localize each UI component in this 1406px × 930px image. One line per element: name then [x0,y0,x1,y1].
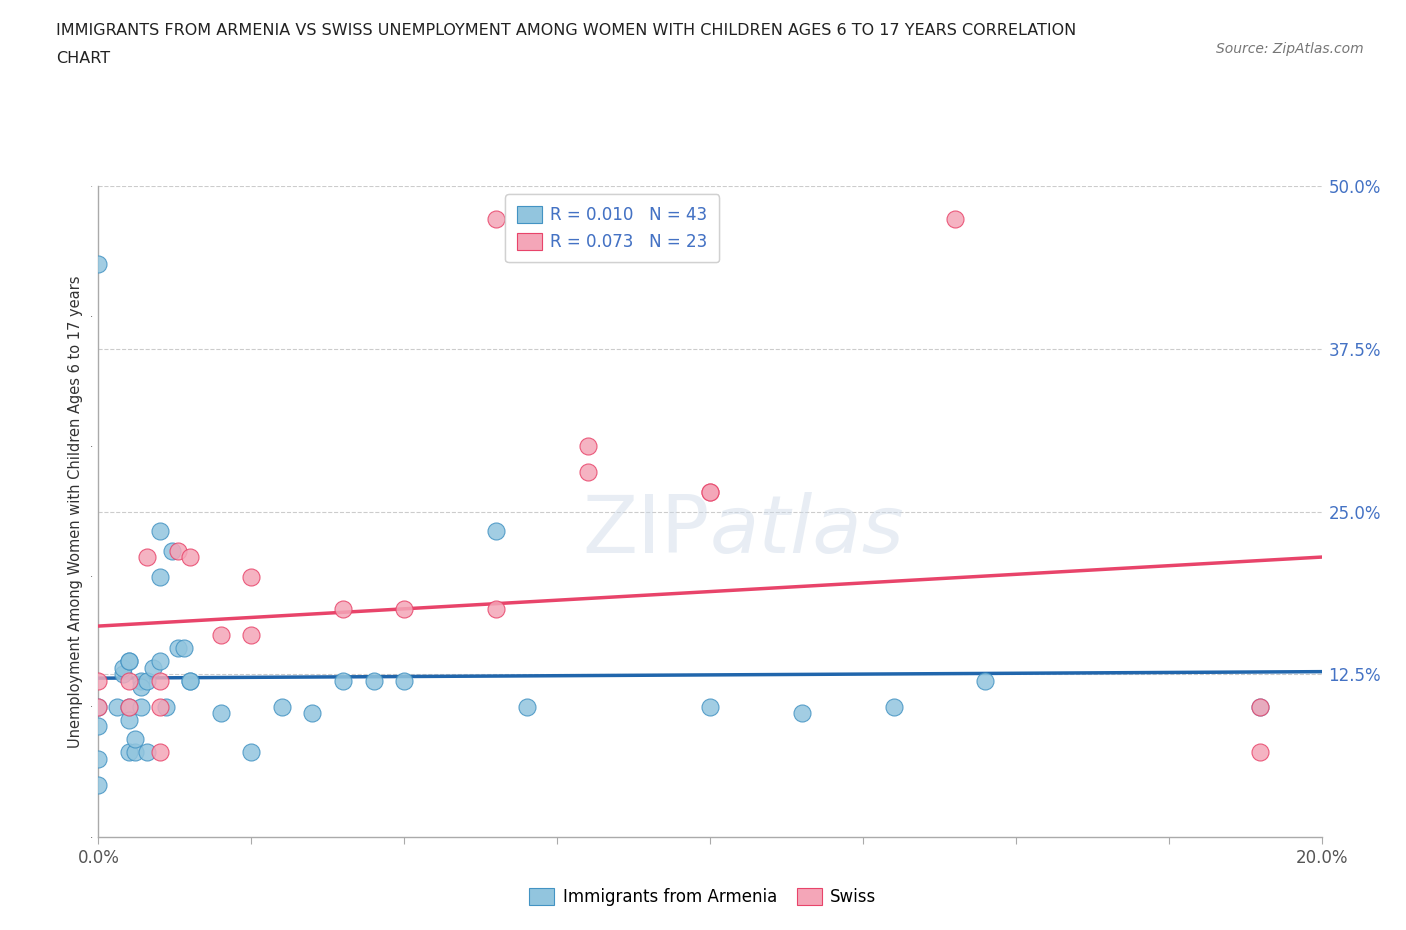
Point [240,628,263,643]
Point [167,641,190,656]
Text: Source: ZipAtlas.com: Source: ZipAtlas.com [1216,42,1364,56]
Point [136,745,159,760]
Point [179,550,201,565]
Text: ZIP: ZIP [582,492,710,570]
Legend: R = 0.010   N = 43, R = 0.073   N = 23: R = 0.010 N = 43, R = 0.073 N = 23 [505,194,718,262]
Point [301,706,323,721]
Point [1249,699,1271,714]
Point [363,673,385,688]
Point [118,654,141,669]
Point [974,673,997,688]
Point [392,673,416,688]
Point [87,673,110,688]
Text: CHART: CHART [56,51,110,66]
Point [699,485,721,499]
Point [118,712,141,727]
Point [883,699,905,714]
Legend: Immigrants from Armenia, Swiss: Immigrants from Armenia, Swiss [523,881,883,912]
Point [209,628,232,643]
Point [392,602,416,617]
Point [129,680,152,695]
Point [87,257,110,272]
Point [136,673,159,688]
Point [173,641,195,656]
Point [118,673,141,688]
Point [149,654,172,669]
Point [516,699,538,714]
Text: IMMIGRANTS FROM ARMENIA VS SWISS UNEMPLOYMENT AMONG WOMEN WITH CHILDREN AGES 6 T: IMMIGRANTS FROM ARMENIA VS SWISS UNEMPLO… [56,23,1077,38]
Point [118,654,141,669]
Point [105,699,128,714]
Point [485,524,508,538]
Point [149,699,172,714]
Point [485,602,508,617]
Point [111,660,134,675]
Point [142,660,165,675]
Y-axis label: Unemployment Among Women with Children Ages 6 to 17 years: Unemployment Among Women with Children A… [67,275,83,748]
Point [149,524,172,538]
Point [167,543,190,558]
Point [87,777,110,792]
Point [699,699,721,714]
Point [118,699,141,714]
Point [240,745,263,760]
Point [270,699,292,714]
Point [87,751,110,766]
Point [155,699,177,714]
Point [332,673,354,688]
Point [699,485,721,499]
Point [118,699,141,714]
Point [790,706,813,721]
Point [332,602,354,617]
Point [149,673,172,688]
Point [118,745,141,760]
Point [209,706,232,721]
Point [576,439,599,454]
Point [240,569,263,584]
Point [160,543,183,558]
Point [149,745,172,760]
Point [179,673,201,688]
Point [124,745,146,760]
Point [111,667,134,682]
Point [87,699,110,714]
Point [136,550,159,565]
Text: atlas: atlas [710,492,905,570]
Point [149,569,172,584]
Point [943,211,966,226]
Point [87,699,110,714]
Point [576,465,599,480]
Point [129,673,152,688]
Point [124,732,146,747]
Point [485,211,508,226]
Point [1249,745,1271,760]
Point [87,719,110,734]
Point [1249,699,1271,714]
Point [129,699,152,714]
Point [179,673,201,688]
